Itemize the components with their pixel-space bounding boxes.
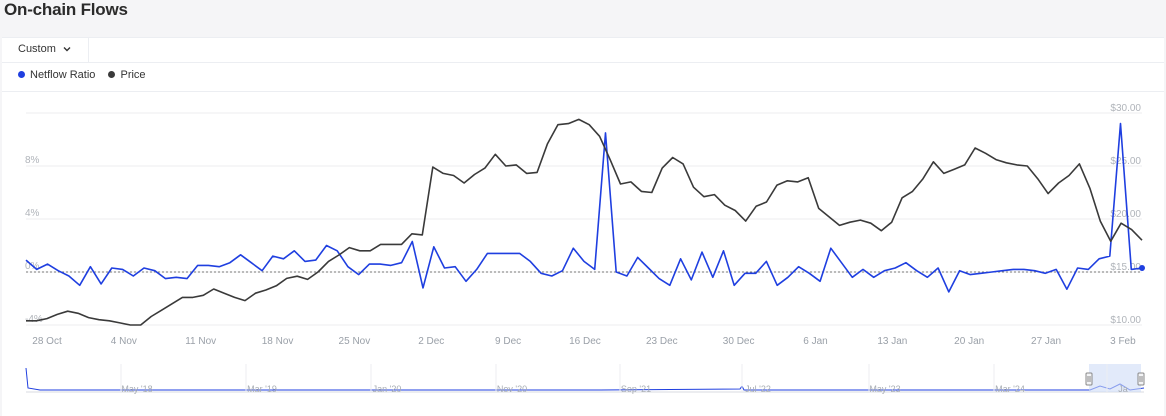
y-right-tick-label: $20.00 bbox=[1110, 209, 1141, 220]
navigator-label: Mar '24 bbox=[995, 384, 1025, 394]
chart-toolbar: Custom bbox=[2, 38, 1164, 63]
x-tick-label: 6 Jan bbox=[803, 336, 827, 347]
navigator-label: May '23 bbox=[869, 384, 900, 394]
legend-label-netflow-ratio: Netflow Ratio bbox=[30, 69, 96, 81]
y-right-tick-label: $15.00 bbox=[1110, 262, 1141, 273]
x-tick-label: 11 Nov bbox=[185, 336, 216, 347]
x-tick-label: 20 Jan bbox=[954, 336, 984, 347]
chevron-down-icon bbox=[63, 47, 71, 52]
navigator-label: Jul '22 bbox=[745, 384, 771, 394]
x-tick-label: 4 Nov bbox=[111, 336, 137, 347]
y-left-tick-label: 8% bbox=[25, 155, 40, 166]
x-tick-label: 18 Nov bbox=[262, 336, 294, 347]
navigator-label: Mar '19 bbox=[247, 384, 277, 394]
x-tick-label: 16 Dec bbox=[569, 336, 601, 347]
legend-item-netflow-ratio[interactable]: Netflow Ratio bbox=[18, 69, 95, 81]
navigator-label: Ja bbox=[1118, 384, 1128, 394]
x-tick-label: 9 Dec bbox=[495, 336, 521, 347]
series-line-netflow-ratio bbox=[25, 122, 1143, 293]
x-tick-label: 3 Feb bbox=[1110, 336, 1136, 347]
navigator-selection[interactable] bbox=[1089, 364, 1141, 392]
navigator-handle[interactable] bbox=[1085, 372, 1093, 386]
legend-dot-netflow-ratio bbox=[18, 71, 25, 78]
legend-item-price[interactable]: Price bbox=[108, 69, 146, 81]
x-tick-label: 25 Nov bbox=[339, 336, 371, 347]
navigator-label: Nov '20 bbox=[497, 384, 527, 394]
y-right-tick-label: $30.00 bbox=[1110, 103, 1141, 114]
chart-legend: Netflow Ratio Price bbox=[18, 69, 156, 81]
x-tick-label: 30 Dec bbox=[723, 336, 755, 347]
legend-divider bbox=[2, 91, 1164, 92]
legend-dot-price bbox=[108, 71, 116, 78]
x-tick-label: 13 Jan bbox=[877, 336, 907, 347]
navigator-label: May '18 bbox=[121, 384, 152, 394]
navigator-label: Sep '21 bbox=[621, 384, 651, 394]
navigator-handle[interactable] bbox=[1137, 372, 1145, 386]
page-title: On-chain Flows bbox=[4, 0, 128, 19]
y-right-tick-label: $10.00 bbox=[1110, 315, 1141, 326]
range-select-label: Custom bbox=[18, 43, 56, 55]
navigator-track bbox=[26, 364, 1144, 392]
x-tick-label: 28 Oct bbox=[32, 336, 62, 347]
x-tick-label: 2 Dec bbox=[418, 336, 444, 347]
chart-card: Custom Netflow Ratio Price bbox=[2, 37, 1164, 416]
series-line-price bbox=[26, 118, 1143, 326]
legend-label-price: Price bbox=[120, 69, 146, 81]
range-select-dropdown[interactable]: Custom bbox=[2, 38, 89, 62]
y-right-tick-label: $25.00 bbox=[1110, 156, 1141, 167]
x-tick-label: 27 Jan bbox=[1031, 336, 1061, 347]
y-left-tick-label: 4% bbox=[25, 208, 40, 219]
series-end-marker bbox=[1139, 265, 1145, 272]
y-left-tick-label: -4% bbox=[25, 314, 43, 325]
x-tick-label: 23 Dec bbox=[646, 336, 678, 347]
navigator-label: Jan '20 bbox=[373, 384, 402, 394]
